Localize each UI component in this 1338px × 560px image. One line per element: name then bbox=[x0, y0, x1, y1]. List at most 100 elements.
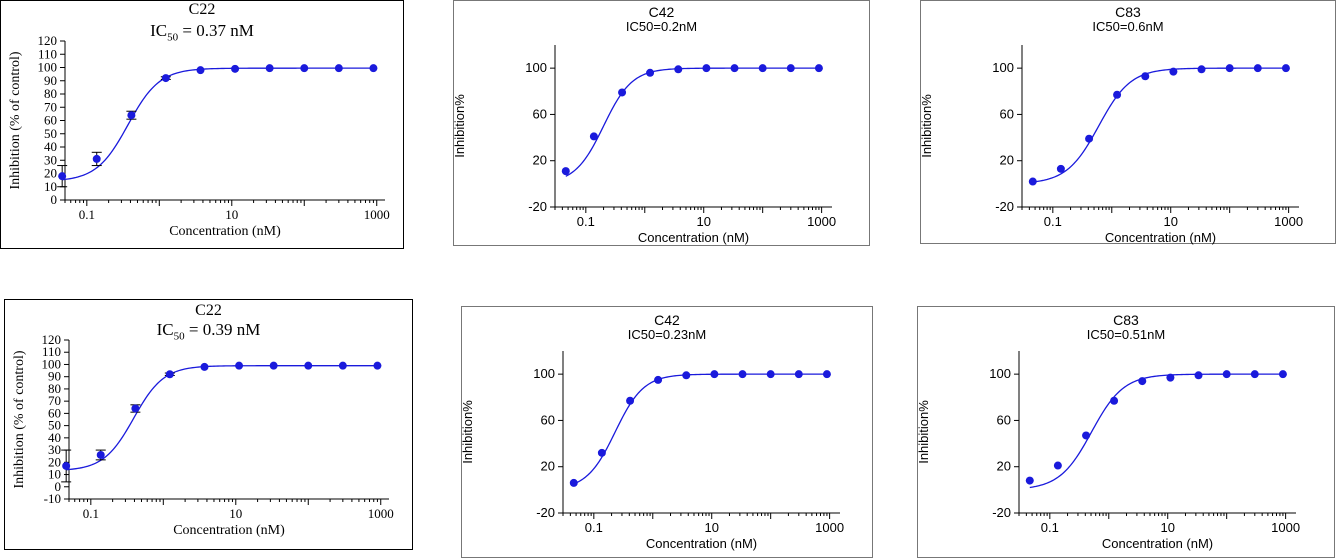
y-axis-label: Inhibition% bbox=[460, 400, 475, 464]
x-axis-label: Concentration (nM) bbox=[1102, 536, 1213, 551]
data-point bbox=[161, 74, 170, 83]
chart-plot: -20 20 60 100 0.1 10 1000 Concentration (nM) Inh… bbox=[452, 45, 836, 245]
y-tick-label: 0 bbox=[55, 479, 62, 494]
y-axis-label: Inhibition% bbox=[919, 94, 934, 158]
chart-subtitle: IC50=0.23nM bbox=[627, 327, 707, 342]
x-tick-label: 10 bbox=[696, 214, 710, 229]
data-point bbox=[231, 64, 240, 73]
data-point bbox=[597, 448, 606, 457]
chart-plot: -20 20 60 100 0.1 10 1000 Concentration (nM) Inh… bbox=[919, 45, 1303, 245]
chart-title: C42 bbox=[654, 312, 680, 328]
x-tick-label: 1000 bbox=[815, 520, 844, 535]
data-point bbox=[1225, 64, 1234, 73]
data-point bbox=[200, 362, 209, 371]
chart-title: C42 bbox=[648, 4, 675, 20]
data-point bbox=[196, 66, 205, 75]
x-tick-label: 1000 bbox=[807, 214, 836, 229]
x-tick-label: 1000 bbox=[1271, 520, 1300, 535]
x-tick-label: 10 bbox=[1163, 214, 1177, 229]
chart-panel-c22-top: C22 IC50 = 0.37 nM 0 10 20 30 40 50 60 70 80 90 10… bbox=[0, 0, 404, 249]
chart-subtitle: IC50 = 0.39 nM bbox=[156, 320, 261, 343]
y-tick-label: 120 bbox=[38, 33, 58, 48]
x-tick-label: 10 bbox=[229, 506, 242, 521]
data-point bbox=[1169, 67, 1178, 76]
y-tick-label: 70 bbox=[48, 393, 61, 408]
y-tick-label: 100 bbox=[533, 366, 555, 381]
y-tick-label: 100 bbox=[992, 60, 1014, 75]
data-point bbox=[92, 154, 101, 163]
y-tick-label: 0 bbox=[51, 192, 58, 207]
x-tick-label: 1000 bbox=[1274, 214, 1303, 229]
fit-curve bbox=[1032, 67, 1286, 183]
chart-subtitle: IC50 = 0.37 nM bbox=[150, 21, 254, 44]
data-point bbox=[710, 370, 719, 379]
y-tick-label: 100 bbox=[525, 60, 547, 75]
y-tick-label: 30 bbox=[48, 442, 61, 457]
y-tick-label: 60 bbox=[44, 113, 57, 128]
data-point bbox=[730, 64, 739, 73]
chart-plot: -20 20 60 100 0.1 10 1000 Concentration (nM) Inh… bbox=[916, 351, 1300, 551]
y-tick-label: 100 bbox=[42, 356, 62, 371]
y-tick-label: 20 bbox=[1000, 153, 1014, 168]
y-tick-label: 20 bbox=[48, 454, 61, 469]
data-point bbox=[646, 68, 655, 77]
y-axis-label: Inhibition% bbox=[916, 400, 931, 464]
data-point bbox=[373, 361, 382, 370]
y-tick-label: 10 bbox=[44, 179, 57, 194]
y-tick-label: -20 bbox=[536, 505, 555, 520]
y-tick-label: 100 bbox=[989, 366, 1011, 381]
fit-curve bbox=[565, 67, 819, 177]
data-point bbox=[62, 461, 71, 470]
data-point bbox=[96, 450, 105, 459]
x-tick-label: 1000 bbox=[364, 207, 390, 222]
chart-panel-c83-top: C83 IC50=0.6nM -20 20 60 100 0.1 10 1000 Concen… bbox=[919, 0, 1336, 245]
data-point bbox=[794, 370, 803, 379]
fit-curve bbox=[573, 373, 827, 485]
x-tick-label: 0.1 bbox=[1044, 214, 1062, 229]
data-point bbox=[269, 361, 278, 370]
data-point bbox=[127, 111, 136, 120]
x-tick-label: 0.1 bbox=[585, 520, 603, 535]
data-point bbox=[369, 64, 378, 73]
y-tick-label: -10 bbox=[44, 491, 61, 506]
data-point bbox=[702, 64, 711, 73]
data-point bbox=[165, 370, 174, 379]
y-tick-label: 120 bbox=[42, 332, 62, 347]
data-point bbox=[618, 88, 627, 97]
x-tick-label: 10 bbox=[225, 207, 238, 222]
x-axis-label: Concentration (nM) bbox=[173, 523, 285, 538]
y-tick-label: 90 bbox=[48, 369, 61, 384]
x-tick-label: 0.1 bbox=[79, 207, 95, 222]
data-point bbox=[235, 361, 244, 370]
data-point bbox=[1028, 177, 1037, 186]
data-point bbox=[822, 370, 831, 379]
y-tick-label: 90 bbox=[44, 73, 57, 88]
data-point bbox=[682, 371, 691, 380]
data-point bbox=[589, 132, 598, 141]
data-point bbox=[1250, 370, 1259, 379]
data-point bbox=[1197, 65, 1206, 74]
y-tick-label: 20 bbox=[533, 153, 547, 168]
y-tick-label: 110 bbox=[42, 344, 61, 359]
x-tick-label: 10 bbox=[1160, 520, 1174, 535]
y-tick-label: 20 bbox=[997, 459, 1011, 474]
y-tick-label: -20 bbox=[992, 505, 1011, 520]
data-point bbox=[1113, 90, 1122, 99]
y-tick-label: 100 bbox=[38, 60, 58, 75]
data-point bbox=[1110, 396, 1119, 405]
data-point bbox=[334, 64, 343, 73]
y-tick-label: 50 bbox=[48, 418, 61, 433]
y-axis-label: Inhibition% bbox=[452, 94, 467, 158]
data-point bbox=[569, 478, 578, 487]
data-point bbox=[1222, 370, 1231, 379]
data-point bbox=[758, 64, 767, 73]
x-tick-label: 0.1 bbox=[1041, 520, 1059, 535]
data-point bbox=[131, 404, 140, 413]
y-tick-label: -20 bbox=[995, 199, 1014, 214]
chart-panel-c22-bottom: C22 IC50 = 0.39 nM -10 0 10 20 30 40 50 60 70 80 9… bbox=[4, 299, 413, 550]
data-point bbox=[654, 375, 663, 384]
data-point bbox=[814, 64, 823, 73]
data-point bbox=[786, 64, 795, 73]
